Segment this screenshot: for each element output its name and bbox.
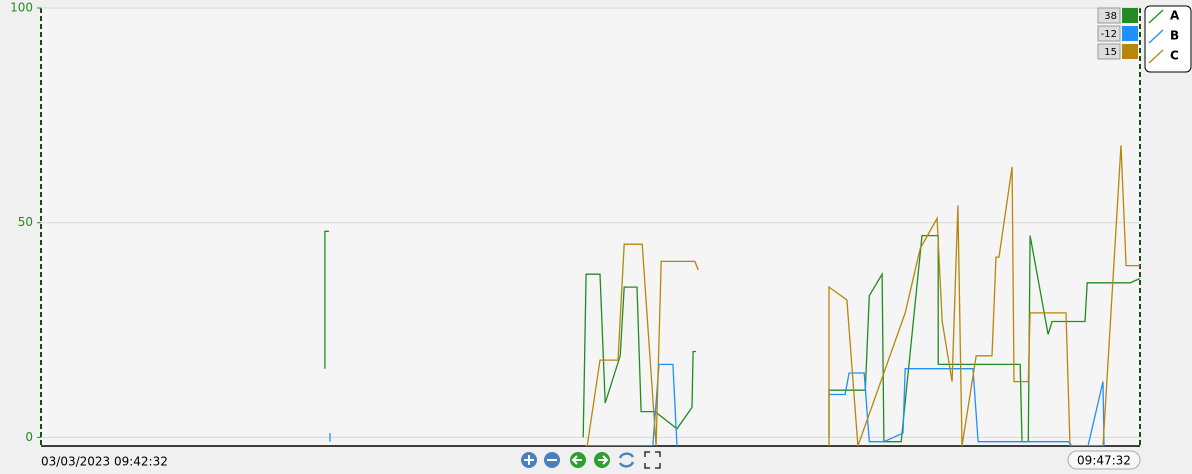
series-line [586, 145, 1140, 446]
readout-box [1097, 43, 1121, 60]
y-tick-label: 50 [18, 215, 33, 229]
readout-color [1122, 8, 1138, 23]
legend-label: B [1170, 29, 1179, 43]
readout-box [1097, 25, 1121, 42]
x-end-box [1067, 450, 1141, 470]
y-tick-label: 100 [10, 1, 33, 15]
y-tick-label: 0 [25, 430, 33, 444]
x-end-label: 09:47:32 [1077, 454, 1131, 468]
series-line [329, 363, 1105, 446]
readout-color [1122, 26, 1138, 41]
legend-label: C [1170, 49, 1179, 63]
readout-color [1122, 44, 1138, 59]
x-start-label: 03/03/2023 09:42:32 [41, 455, 168, 469]
readout-value: 38 [1104, 11, 1117, 22]
readout-box [1097, 7, 1121, 24]
legend-swatch [1148, 9, 1164, 24]
series-line [324, 230, 1140, 443]
legend-label: A [1170, 9, 1180, 23]
plot-area [41, 8, 1140, 446]
legend-box [1144, 5, 1192, 73]
refresh[interactable] [618, 452, 635, 468]
readout-value: 15 [1104, 47, 1117, 58]
toolbar [521, 451, 661, 469]
legend-swatch [1148, 49, 1164, 64]
legend-swatch [1148, 29, 1164, 44]
fullscreen[interactable] [644, 451, 661, 469]
readout-value: -12 [1101, 29, 1117, 40]
